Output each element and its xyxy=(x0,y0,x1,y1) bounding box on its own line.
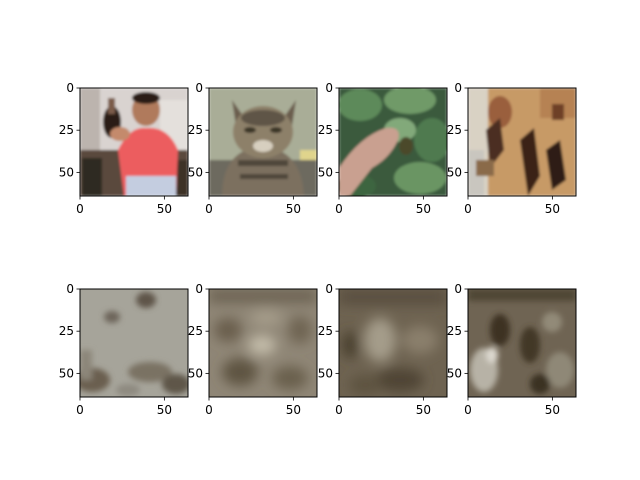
y-tick-label: 25 xyxy=(59,324,74,338)
x-tick-label: 0 xyxy=(464,403,472,417)
panel-image-woven-object xyxy=(468,88,576,196)
y-tick-label: 25 xyxy=(188,324,203,338)
x-tick-label: 50 xyxy=(545,403,560,417)
y-tick-label: 50 xyxy=(59,366,74,380)
x-tick-label: 50 xyxy=(286,403,301,417)
axes-frame xyxy=(79,288,189,398)
x-tick-label: 0 xyxy=(205,202,213,216)
panel-image-cat xyxy=(209,88,317,196)
axes-frame xyxy=(208,87,318,197)
x-tick-label: 0 xyxy=(464,202,472,216)
y-tick-label: 50 xyxy=(447,165,462,179)
x-tick-label: 0 xyxy=(76,202,84,216)
panel-image-reconstruction-3 xyxy=(339,289,447,397)
panel-axes: 0 50 0 25 50 xyxy=(447,282,577,417)
y-tick-label: 0 xyxy=(195,282,203,296)
y-tick-label: 25 xyxy=(188,123,203,137)
panel-axes: 0 50 0 25 50 xyxy=(447,81,577,216)
y-tick-label: 0 xyxy=(195,81,203,95)
panel-axes: 0 50 0 25 50 xyxy=(188,81,318,216)
axes-layer: 0 50 0 25 50 0 50 0 25 50 0 50 0 25 50 0 50 0 25 50 0 50 0 25 50… xyxy=(59,81,577,417)
y-tick-label: 25 xyxy=(318,324,333,338)
y-tick-label: 0 xyxy=(325,81,333,95)
y-tick-label: 0 xyxy=(325,282,333,296)
axes-frame xyxy=(467,87,577,197)
panel-image-hand-leaves xyxy=(339,88,447,196)
y-tick-label: 0 xyxy=(454,81,462,95)
y-tick-label: 25 xyxy=(447,123,462,137)
panel-image-person xyxy=(80,88,188,196)
y-tick-label: 25 xyxy=(318,123,333,137)
panel-axes: 0 50 0 25 50 xyxy=(59,81,189,216)
x-tick-label: 50 xyxy=(416,202,431,216)
axes-frame xyxy=(79,87,189,197)
x-tick-label: 0 xyxy=(76,403,84,417)
x-tick-label: 50 xyxy=(416,403,431,417)
y-tick-label: 0 xyxy=(66,282,74,296)
panel-image-reconstruction-2 xyxy=(209,289,317,397)
panel-axes: 0 50 0 25 50 xyxy=(188,282,318,417)
x-tick-label: 50 xyxy=(157,403,172,417)
x-tick-label: 50 xyxy=(286,202,301,216)
axes-frame xyxy=(208,288,318,398)
y-tick-label: 50 xyxy=(188,366,203,380)
y-tick-label: 25 xyxy=(59,123,74,137)
y-tick-label: 50 xyxy=(318,366,333,380)
panel-axes: 0 50 0 25 50 xyxy=(318,81,448,216)
x-tick-label: 50 xyxy=(545,202,560,216)
axes-frame xyxy=(338,288,448,398)
y-tick-label: 0 xyxy=(66,81,74,95)
y-tick-label: 50 xyxy=(318,165,333,179)
panel-image-reconstruction-4 xyxy=(468,289,576,397)
y-tick-label: 50 xyxy=(59,165,74,179)
x-tick-label: 0 xyxy=(335,403,343,417)
x-tick-label: 0 xyxy=(335,202,343,216)
axes-frame xyxy=(338,87,448,197)
x-tick-label: 0 xyxy=(205,403,213,417)
panel-axes: 0 50 0 25 50 xyxy=(318,282,448,417)
y-tick-label: 25 xyxy=(447,324,462,338)
y-tick-label: 50 xyxy=(447,366,462,380)
panel-image-reconstruction-1 xyxy=(80,289,188,397)
axes-frame xyxy=(467,288,577,398)
y-tick-label: 50 xyxy=(188,165,203,179)
panel-axes: 0 50 0 25 50 xyxy=(59,282,189,417)
x-tick-label: 50 xyxy=(157,202,172,216)
y-tick-label: 0 xyxy=(454,282,462,296)
